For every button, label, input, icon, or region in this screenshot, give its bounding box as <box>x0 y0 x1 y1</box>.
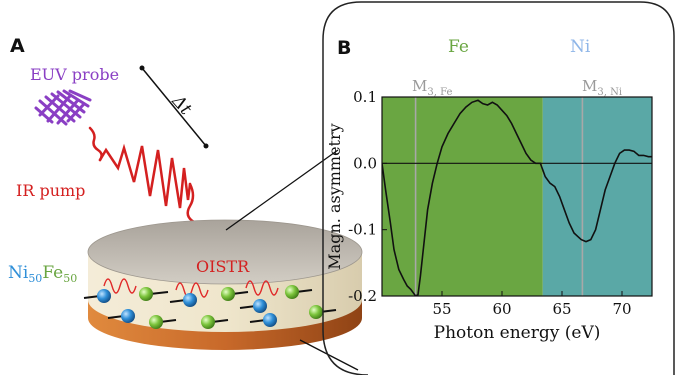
fe-atom <box>285 285 313 299</box>
panel-b-frame <box>322 1 675 375</box>
m3-ni-label: M3, Ni <box>582 77 622 98</box>
x-tick-label: 60 <box>492 300 511 318</box>
ni-atom <box>249 313 277 327</box>
connector-line-top <box>225 149 339 231</box>
fe-atom <box>201 315 229 329</box>
spin-wave-packets <box>103 278 279 298</box>
fe-atom <box>139 287 169 301</box>
region-band-fe <box>382 97 543 296</box>
asymmetry-series-line <box>382 99 652 296</box>
m3-fe-sub: 3, Fe <box>427 87 452 98</box>
region-label-ni: Ni <box>570 37 591 57</box>
delay-label: Δt <box>167 91 195 119</box>
m3-ni-main: M <box>582 77 597 95</box>
oistr-label: OISTR <box>196 257 250 276</box>
m3-ni-sub: 3, Ni <box>597 87 622 98</box>
alloy-fe: Fe <box>42 263 63 283</box>
euv-probe-pulse <box>34 89 92 126</box>
panel-a-letter: A <box>10 35 25 57</box>
euv-probe-label: EUV probe <box>30 65 119 84</box>
spin-atoms <box>83 285 337 329</box>
panel-a: A EUV probe Δt IR pump OISTR <box>8 35 363 371</box>
connector-line-bottom <box>299 339 359 371</box>
delay-indicator <box>139 65 209 149</box>
x-tick-label: 65 <box>552 300 571 318</box>
m3-fe-main: M <box>412 77 427 95</box>
alloy-ni-sub: 50 <box>28 272 42 285</box>
ni-atom <box>83 289 111 303</box>
region-label-fe: Fe <box>448 37 469 57</box>
ir-pump-label: IR pump <box>16 181 85 200</box>
x-tick-label: 55 <box>432 300 451 318</box>
panel-b-letter: B <box>337 37 351 59</box>
sample-stack <box>87 219 363 350</box>
y-axis-label: Magn. asymmetry <box>325 123 344 269</box>
y-tick-label: -0.1 <box>348 221 377 239</box>
y-tick-label: -0.2 <box>348 287 377 305</box>
alloy-film-top <box>87 219 363 285</box>
ni-atom <box>107 309 135 323</box>
y-tick-label: 0.0 <box>353 154 377 172</box>
fe-atom <box>221 287 249 301</box>
m3-fe-label: M3, Fe <box>412 77 452 98</box>
alloy-label: Ni50Fe50 <box>8 263 77 285</box>
asymmetry-chart: 55 60 65 70 0.1 0.0 -0.1 -0.2 Photon energy (eV)… <box>325 88 653 343</box>
ni-atom <box>169 293 197 307</box>
alloy-ni: Ni <box>8 263 29 283</box>
plot-frame <box>381 96 653 297</box>
x-axis-label: Photon energy (eV) <box>434 323 601 343</box>
alloy-fe-sub: 50 <box>63 272 77 285</box>
region-band-ni <box>542 97 652 296</box>
y-tick-label: 0.1 <box>353 88 377 106</box>
panel-b: B Fe Ni M3, Fe M3, Ni 55 60 65 700.10.0-0.1… <box>322 1 675 375</box>
x-tick-label: 70 <box>612 300 631 318</box>
fe-atom <box>149 315 177 329</box>
ni-atom <box>239 299 267 313</box>
